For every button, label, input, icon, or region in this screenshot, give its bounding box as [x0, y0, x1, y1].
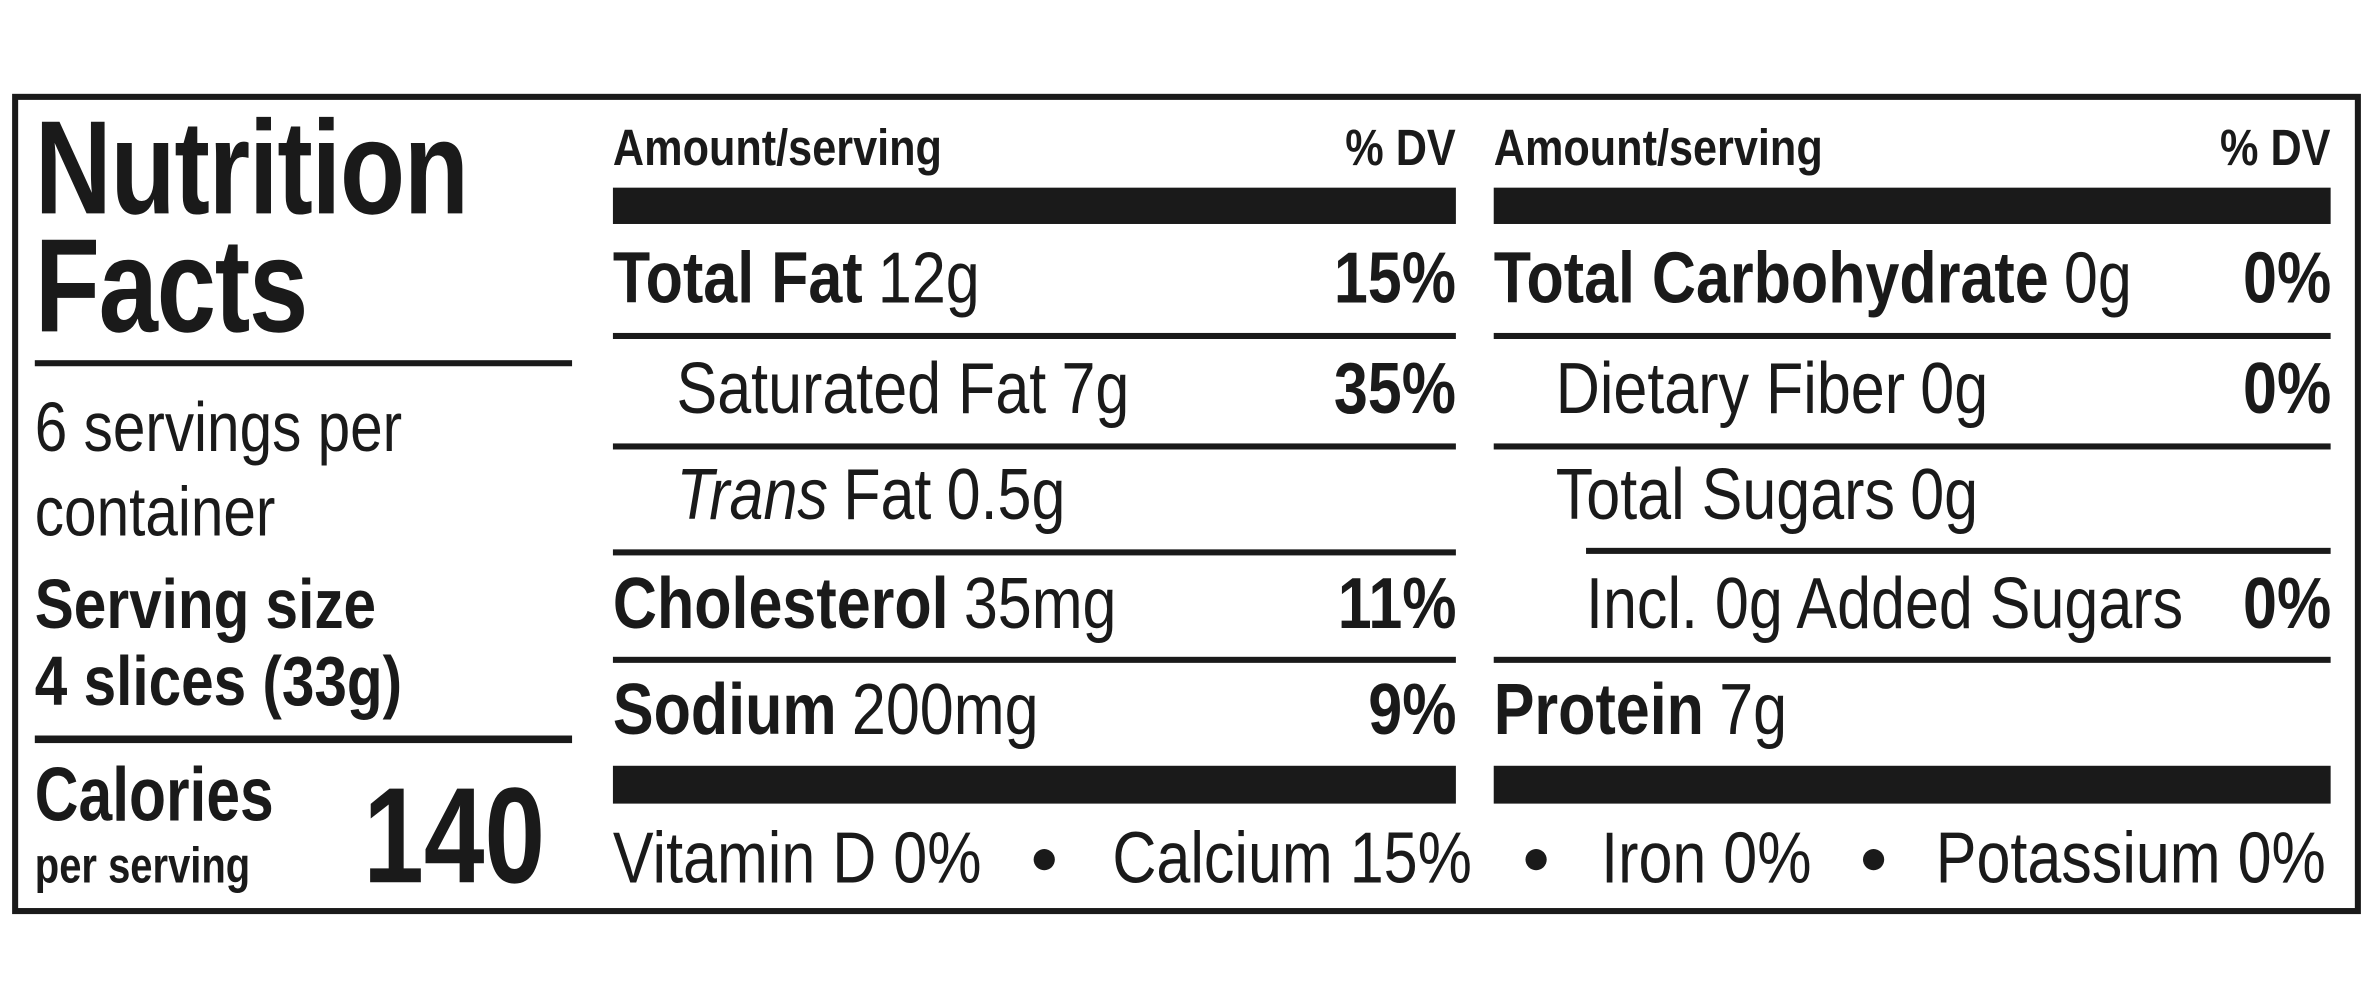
thick-bar — [612, 765, 1456, 804]
nutrient-amount: 12g — [877, 239, 980, 320]
nutrient-row: Cholesterol 35mg — [612, 564, 1117, 645]
nutrient-dv: 0% — [2242, 349, 2331, 430]
nutrient-dv: 0% — [2242, 239, 2331, 320]
bullet — [1862, 849, 1885, 871]
bullet — [1033, 849, 1055, 871]
nutrient-amount: 200mg — [851, 670, 1039, 751]
nutrient-name: Incl. 0g Added Sugars — [1586, 564, 2184, 645]
footer-item: Potassium 0% — [1936, 818, 2327, 899]
nutrient-amount: 0g — [1920, 349, 1989, 430]
footer-item: Calcium 15% — [1112, 818, 1472, 899]
rule — [612, 332, 1456, 340]
rule — [612, 443, 1456, 450]
rule — [1493, 443, 2331, 450]
nutrient-dv: 15% — [1333, 239, 1456, 320]
footer-item: Iron 0% — [1601, 818, 1812, 899]
nutrient-row: Incl. 0g Added Sugars — [1586, 564, 2184, 645]
calories-label: Calories — [34, 752, 274, 837]
rule — [1586, 547, 2331, 554]
nutrient-row: Sodium 200mg — [612, 670, 1039, 751]
nutrient-name: Protein — [1493, 670, 1704, 751]
nutrient-name: Sodium — [612, 670, 837, 751]
servings: 6 servings per container — [34, 387, 403, 551]
nutrient-dv: 11% — [1337, 564, 1456, 645]
nutrient-name-italic: Trans — [676, 455, 828, 536]
thick-bar — [1493, 187, 2331, 224]
header-dv: % DV — [2220, 119, 2331, 178]
rule — [612, 549, 1456, 556]
nutrient-row: Total Fat 12g — [612, 239, 980, 320]
nutrient-row: Saturated Fat 7g — [676, 349, 1130, 430]
nutrient-row: Total Carbohydrate 0g — [1493, 239, 2132, 320]
label-border — [12, 93, 2361, 915]
rule — [1493, 332, 2331, 340]
nutrient-row: Dietary Fiber 0g — [1555, 349, 1989, 430]
nutrient-name: Saturated Fat — [676, 349, 1047, 430]
calories-sub: per serving — [34, 836, 251, 893]
rule — [1493, 656, 2331, 663]
bullet — [1525, 849, 1547, 871]
serving-size: 4 slices (33g) — [34, 641, 403, 721]
rule — [34, 735, 573, 744]
nutrient-name: Total Sugars — [1555, 455, 1895, 536]
nutrient-name: Fat — [843, 455, 932, 536]
nutrient-name: Total Fat — [612, 239, 863, 320]
nutrient-amount: 0g — [1910, 455, 1979, 536]
serving-size-label: Serving size — [34, 564, 377, 644]
thick-bar — [1493, 765, 2331, 804]
nutrient-dv: 0% — [2242, 564, 2331, 645]
nutrient-dv: 35% — [1333, 349, 1456, 430]
header-amount: Amount/serving — [612, 119, 942, 178]
nutrient-name: Cholesterol — [612, 564, 949, 645]
nutrient-row: Protein 7g — [1493, 670, 1788, 751]
nutrient-amount: 0g — [2063, 239, 2132, 320]
nutrient-amount: 7g — [1719, 670, 1788, 751]
calories-value: 140 — [363, 761, 545, 913]
title: Nutrition Facts — [34, 92, 469, 361]
nutrient-name: Dietary Fiber — [1555, 349, 1906, 430]
nutrient-dv: 9% — [1367, 670, 1456, 751]
thick-bar — [612, 187, 1456, 224]
nutrient-amount: 7g — [1061, 349, 1130, 430]
footer-item: Vitamin D 0% — [612, 818, 982, 899]
nutrient-row: Trans Fat 0.5g — [676, 455, 1066, 536]
nutrient-name: Total Carbohydrate — [1493, 239, 2049, 320]
nutrient-amount: 0.5g — [946, 455, 1066, 536]
rule — [34, 360, 573, 367]
nutrient-amount: 35mg — [963, 564, 1117, 645]
header-dv: % DV — [1345, 119, 1456, 178]
nutrient-row: Total Sugars 0g — [1555, 455, 1979, 536]
rule — [612, 656, 1456, 663]
header-amount: Amount/serving — [1493, 119, 1823, 178]
